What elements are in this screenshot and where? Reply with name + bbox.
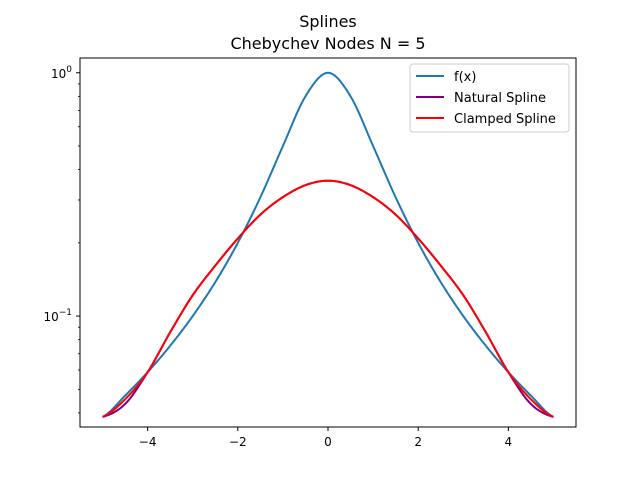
chart-title: Splines bbox=[299, 12, 357, 31]
y-tick-label: 100 bbox=[51, 65, 72, 81]
x-tick-label: 2 bbox=[414, 435, 422, 449]
legend-label-natural-spline: Natural Spline bbox=[454, 91, 546, 106]
legend-label-clamped-spline: Clamped Spline bbox=[454, 112, 556, 127]
series-line-fx bbox=[102, 71, 554, 418]
x-axis-ticks: −4 −2 0 2 4 bbox=[139, 427, 512, 449]
y-tick-label: 10−1 bbox=[43, 308, 72, 324]
series-line-clamped-spline bbox=[102, 179, 554, 418]
x-tick-label: −4 bbox=[139, 435, 157, 449]
x-tick-label: 0 bbox=[324, 435, 332, 449]
legend-label-fx: f(x) bbox=[454, 70, 476, 85]
x-tick-label: 4 bbox=[505, 435, 513, 449]
chart-subtitle: Chebychev Nodes N = 5 bbox=[230, 34, 425, 53]
legend-box bbox=[409, 63, 570, 133]
series-line-natural-spline bbox=[102, 179, 554, 418]
legend: f(x) Natural Spline Clamped Spline bbox=[409, 63, 570, 133]
plot-lines bbox=[102, 71, 554, 418]
x-tick-label: −2 bbox=[229, 435, 247, 449]
y-axis-ticks: 10−1 100 bbox=[43, 65, 80, 414]
